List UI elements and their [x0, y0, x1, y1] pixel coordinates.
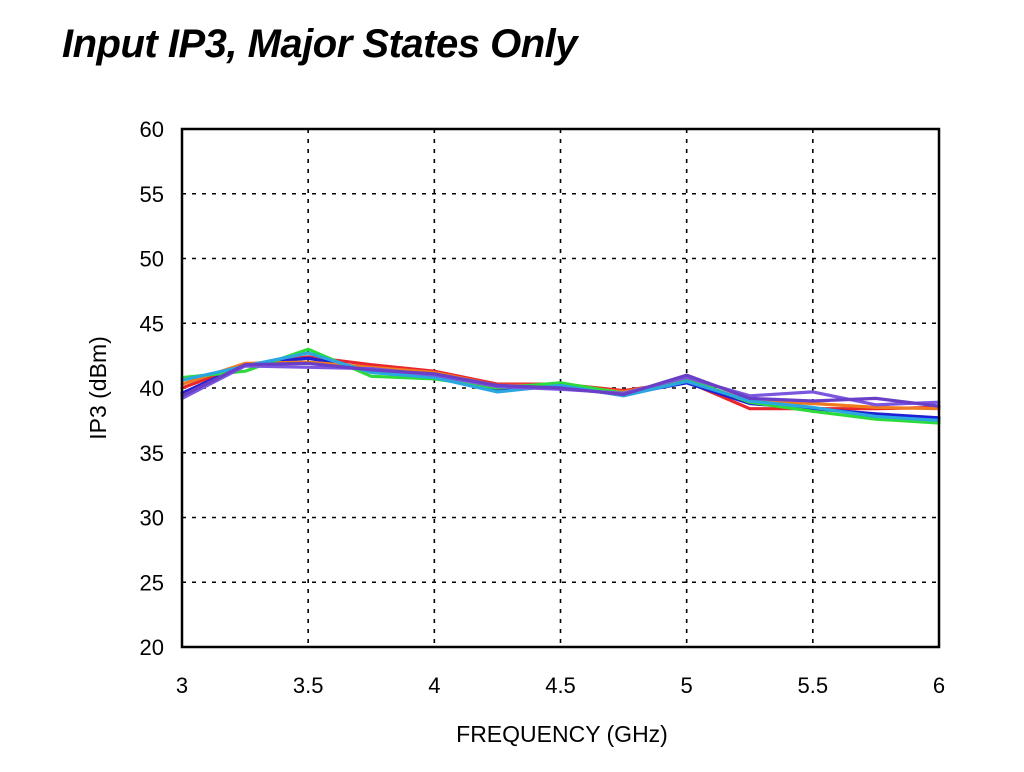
- y-tick-label: 45: [140, 311, 164, 336]
- series-line-5: [180, 351, 941, 422]
- series-group: [180, 347, 941, 425]
- y-tick-label: 30: [140, 506, 164, 531]
- y-tick-label: 35: [140, 441, 164, 466]
- y-tick-label: 20: [140, 635, 164, 660]
- y-tick-label: 50: [140, 247, 164, 272]
- y-tick-label: 55: [140, 182, 164, 207]
- x-tick-label: 5.5: [798, 673, 829, 698]
- series-line-7: [180, 361, 941, 408]
- y-tick-label: 25: [140, 570, 164, 595]
- x-axis-label: FREQUENCY (GHz): [456, 721, 668, 747]
- x-tick-label: 4: [428, 673, 440, 698]
- plot-frame: [180, 127, 941, 649]
- y-tick-labels: 20 25 30 35 40 45 50 55 60: [140, 117, 164, 660]
- grid: [182, 129, 939, 647]
- y-axis-label: IP3 (dBm): [85, 336, 111, 440]
- x-tick-label: 4.5: [545, 673, 576, 698]
- y-tick-label: 40: [140, 376, 164, 401]
- series-line-4: [180, 347, 941, 425]
- x-tick-label: 3: [176, 673, 188, 698]
- y-tick-label: 60: [140, 117, 164, 142]
- x-tick-label: 5: [681, 673, 693, 698]
- chart-title: Input IP3, Major States Only: [62, 22, 577, 66]
- x-tick-label: 3.5: [293, 673, 324, 698]
- x-tick-labels: 3 3.5 4 4.5 5 5.5 6: [176, 673, 945, 698]
- x-tick-label: 6: [933, 673, 945, 698]
